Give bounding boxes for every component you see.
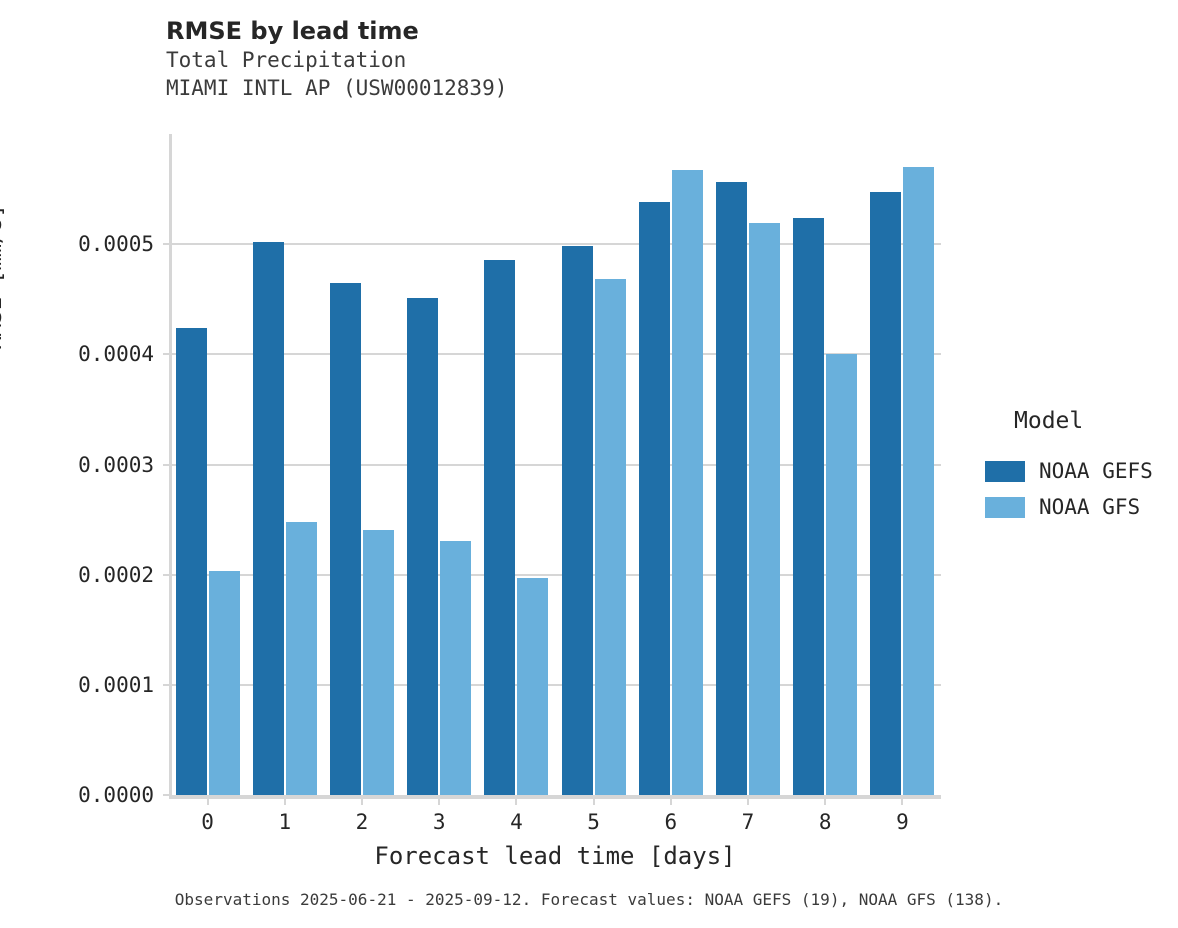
- bar[interactable]: [407, 298, 439, 795]
- gridline: [172, 353, 941, 356]
- x-tick-mark: [592, 799, 595, 805]
- x-tick-mark: [361, 799, 363, 805]
- x-tick-mark: [901, 799, 904, 805]
- x-axis-label: Forecast lead time [days]: [374, 842, 736, 870]
- bar[interactable]: [175, 327, 207, 795]
- y-tick-label: 0.0003: [78, 452, 154, 477]
- x-axis-spine: [169, 795, 941, 799]
- bar[interactable]: [826, 354, 858, 795]
- bar[interactable]: [671, 170, 703, 795]
- y-tick-label: 0.0001: [78, 672, 154, 697]
- y-tick-mark: [163, 463, 169, 466]
- bar[interactable]: [330, 282, 361, 795]
- x-tick-label: 8: [818, 810, 832, 834]
- bar[interactable]: [594, 279, 626, 795]
- y-tick-mark: [163, 353, 169, 356]
- bar[interactable]: [749, 223, 780, 795]
- footer-caption: Observations 2025-06-21 - 2025-09-12. Fo…: [174, 890, 1004, 909]
- chart-header: RMSE by lead time Total Precipitation MI…: [166, 16, 507, 102]
- legend-item-label: NOAA GFS: [1039, 494, 1141, 519]
- legend-swatch-icon: [985, 496, 1025, 518]
- legend-title: Model: [1014, 408, 1084, 434]
- x-tick-mark: [438, 799, 441, 805]
- legend-item[interactable]: NOAA GEFS: [985, 455, 1153, 487]
- bar[interactable]: [208, 571, 240, 795]
- plot-area: 0 1 2 3 4 5 6 7 8 9: [163, 134, 941, 833]
- x-tick-label: 9: [896, 810, 909, 834]
- x-tick-mark: [669, 799, 672, 805]
- x-tick-label: 1: [278, 810, 292, 834]
- x-tick-mark: [515, 799, 518, 805]
- gridline: [172, 573, 941, 576]
- legend-swatch-icon: [985, 460, 1025, 482]
- y-axis-tick-labels: 0.0000 0.0001 0.0002 0.0003 0.0004 0.0005: [14, 134, 154, 806]
- y-tick-label: 0.0005: [78, 232, 154, 257]
- y-tick-label: 0.0004: [78, 342, 154, 367]
- x-tick-label: 3: [432, 810, 446, 834]
- x-tick-label: 6: [664, 810, 678, 834]
- x-tick-mark: [206, 799, 209, 805]
- x-tick-mark: [283, 799, 286, 805]
- x-tick-label: 0: [201, 810, 214, 834]
- page-title: RMSE by lead time: [166, 17, 419, 45]
- y-axis-label: RMSE [mm/s]: [0, 204, 7, 350]
- y-tick-label: 0.0002: [78, 562, 154, 587]
- bar[interactable]: [716, 182, 747, 795]
- y-tick-mark: [163, 243, 169, 246]
- x-tick-label: 4: [510, 810, 523, 834]
- bar[interactable]: [285, 521, 317, 795]
- bar[interactable]: [517, 577, 549, 795]
- bar[interactable]: [363, 529, 394, 795]
- legend-item-label: NOAA GEFS: [1039, 458, 1153, 483]
- bar[interactable]: [484, 259, 516, 795]
- x-tick-mark: [824, 799, 827, 805]
- gridline: [172, 243, 941, 246]
- subtitle-variable: Total Precipitation: [166, 48, 407, 72]
- y-tick-mark: [163, 794, 169, 796]
- bar[interactable]: [793, 217, 825, 795]
- subtitle-station: MIAMI INTL AP (USW00012839): [166, 76, 508, 100]
- legend: Model NOAA GEFS NOAA GFS: [985, 410, 1153, 527]
- y-tick-label: 0.0000: [78, 783, 154, 807]
- bar[interactable]: [252, 241, 284, 795]
- bar[interactable]: [561, 246, 593, 795]
- legend-entries: NOAA GEFS NOAA GFS: [985, 455, 1153, 523]
- bar[interactable]: [638, 202, 670, 795]
- x-tick-label: 5: [587, 810, 600, 834]
- y-tick-mark: [163, 573, 169, 576]
- y-tick-mark: [163, 683, 169, 686]
- x-tick-mark: [747, 799, 749, 805]
- bar[interactable]: [870, 192, 902, 795]
- gridline: [172, 683, 941, 686]
- bar[interactable]: [440, 540, 472, 795]
- legend-item[interactable]: NOAA GFS: [985, 491, 1153, 523]
- gridline: [172, 463, 941, 466]
- bar[interactable]: [903, 167, 935, 795]
- x-tick-label: 2: [355, 810, 369, 834]
- y-axis-spine: [169, 134, 172, 795]
- x-tick-label: 7: [741, 810, 755, 834]
